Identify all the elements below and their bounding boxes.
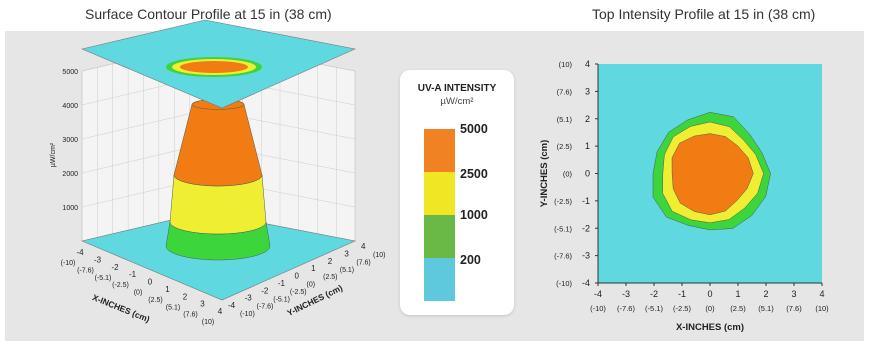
- y-tick-cm-label: (-10): [556, 279, 572, 288]
- legend-swatch-2500: [424, 172, 455, 215]
- y-tick-cm-label: (7.6): [356, 259, 370, 266]
- y-tick-cm-label: (2.5): [323, 274, 337, 281]
- y-tick-cm-label: (-2.5): [290, 289, 307, 296]
- y-tick-label: -2: [582, 223, 590, 233]
- x-tick-label: -2: [650, 289, 658, 299]
- x-tick-cm-label: (-7.6): [617, 304, 635, 313]
- z-tick-label: 5000: [62, 69, 78, 76]
- x-tick-label: 2: [183, 292, 188, 301]
- legend-swatch-5000: [424, 129, 455, 172]
- x-tick-cm-label: (7.6): [183, 312, 197, 319]
- y-tick-label: 2: [328, 257, 333, 266]
- y-tick-cm-label: (-7.6): [554, 252, 572, 261]
- x-tick-label: 1: [165, 285, 170, 294]
- y-tick-cm-label: (2.5): [557, 142, 573, 151]
- z-axis-title: µW/cm²: [50, 142, 57, 167]
- x-tick-label: -2: [111, 263, 119, 272]
- x-tick-label: -3: [622, 289, 630, 299]
- x-tick-cm-label: (-10): [590, 304, 606, 313]
- y-tick-label: -2: [261, 286, 269, 295]
- x-tick-label: 4: [218, 307, 223, 316]
- x-tick-label: 4: [819, 289, 824, 299]
- x-tick-label: 3: [791, 289, 796, 299]
- y-tick-label: -3: [582, 251, 590, 261]
- x-tick-cm-label: (0): [134, 290, 143, 297]
- y-tick-cm-label: (-10): [240, 311, 255, 318]
- y-tick-cm-label: (0): [307, 282, 316, 289]
- projected-contour-2500: [180, 61, 248, 73]
- y-tick-cm-label: (5.1): [557, 115, 573, 124]
- legend-label-2500: 2500: [460, 167, 488, 181]
- z-tick-label: 3000: [62, 137, 78, 144]
- y-tick-label: 4: [585, 59, 590, 69]
- y-tick-label: 4: [361, 242, 366, 251]
- y-tick-label: 1: [311, 264, 316, 273]
- y-tick-cm-label: (-2.5): [554, 197, 572, 206]
- x-tick-label: -4: [76, 248, 84, 257]
- x-tick-cm-label: (-2.5): [673, 304, 691, 313]
- y-tick-label: 3: [585, 86, 590, 96]
- legend-label-200: 200: [460, 253, 481, 267]
- legend-unit: µW/cm²: [440, 96, 474, 107]
- y-tick-label: 0: [585, 169, 590, 179]
- x-tick-label: -4: [594, 289, 602, 299]
- uv-intensity-legend: UV-A INTENSITY µW/cm² 5000 2500 1000 200: [400, 70, 514, 315]
- legend-label-5000: 5000: [460, 122, 488, 136]
- y-tick-label: -4: [582, 278, 590, 288]
- x-tick-label: 0: [148, 278, 153, 287]
- x-tick-label: 3: [200, 300, 205, 309]
- y-tick-cm-label: (10): [559, 60, 573, 69]
- x-tick-cm-label: (-10): [61, 260, 76, 267]
- left-chart-title: Surface Contour Profile at 15 in (38 cm): [85, 6, 332, 22]
- x-tick-label: -1: [129, 270, 137, 279]
- x-tick-label: -1: [678, 289, 686, 299]
- y-tick-label: 1: [585, 141, 590, 151]
- y-tick-label: -1: [582, 196, 590, 206]
- y-tick-label: -4: [228, 301, 236, 310]
- x-tick-label: 1: [735, 289, 740, 299]
- y-tick-cm-label: (-7.6): [257, 304, 274, 311]
- x-tick-cm-label: (5.1): [758, 304, 774, 313]
- right-chart-title: Top Intensity Profile at 15 in (38 cm): [592, 6, 816, 22]
- z-tick-label: 2000: [62, 171, 78, 178]
- legend-title: UV-A INTENSITY: [417, 83, 497, 94]
- y-tick-label: 2: [585, 114, 590, 124]
- x-axis-title: X-INCHES (cm): [676, 322, 744, 333]
- legend-swatch-1000: [424, 215, 455, 258]
- x-tick-label: -3: [94, 255, 102, 264]
- x-tick-cm-label: (-2.5): [112, 282, 129, 289]
- y-tick-cm-label: (7.6): [557, 87, 573, 96]
- x-tick-cm-label: (5.1): [166, 304, 180, 311]
- x-tick-cm-label: (-5.1): [95, 275, 112, 282]
- x-tick-cm-label: (2.5): [148, 297, 162, 304]
- y-axis-title: Y-INCHES (cm): [539, 140, 550, 208]
- legend-label-1000: 1000: [460, 208, 488, 222]
- y-tick-label: 3: [344, 249, 349, 258]
- x-tick-label: 2: [763, 289, 768, 299]
- x-tick-cm-label: (2.5): [730, 304, 746, 313]
- x-tick-cm-label: (-5.1): [645, 304, 663, 313]
- x-tick-cm-label: (0): [705, 304, 715, 313]
- y-tick-cm-label: (10): [373, 252, 385, 259]
- y-tick-cm-label: (-5.1): [554, 224, 572, 233]
- x-tick-cm-label: (7.6): [786, 304, 802, 313]
- y-tick-label: -1: [278, 279, 286, 288]
- y-tick-cm-label: (0): [563, 170, 573, 179]
- contour-2500: [671, 133, 754, 216]
- y-tick-label: -3: [245, 294, 253, 303]
- y-tick-cm-label: (5.1): [340, 267, 354, 274]
- y-tick-cm-label: (-5.1): [273, 296, 290, 303]
- z-tick-label: 1000: [62, 205, 78, 212]
- legend-swatch-200: [424, 258, 455, 301]
- x-tick-cm-label: (10): [815, 304, 829, 313]
- x-tick-label: 0: [707, 289, 712, 299]
- z-tick-label: 4000: [62, 103, 78, 110]
- x-tick-cm-label: (-7.6): [77, 267, 94, 274]
- x-tick-cm-label: (10): [202, 319, 214, 326]
- y-tick-label: 0: [295, 272, 300, 281]
